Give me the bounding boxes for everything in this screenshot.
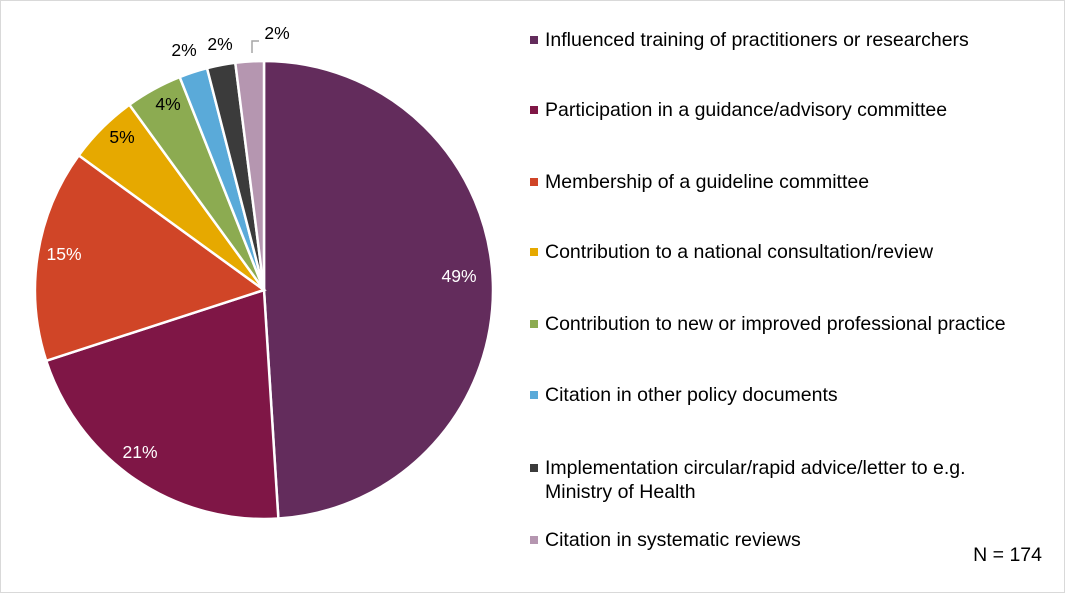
- pie-slice-8: [233, 59, 266, 291]
- legend-item-3: Membership of a guideline committee: [530, 170, 1025, 194]
- slice-label-2: 21%: [122, 442, 157, 462]
- legend-item-7: Implementation circular/rapid advice/let…: [530, 456, 1015, 504]
- legend-item-4: Contribution to a national consultation/…: [530, 240, 1025, 264]
- pie-slice-2: [44, 288, 280, 521]
- legend-item-5: Contribution to new or improved professi…: [530, 312, 1025, 336]
- pie-slice-1: [262, 59, 495, 520]
- legend-swatch: [530, 248, 538, 256]
- leader-line: [251, 40, 259, 53]
- slice-label-7: 2%: [207, 34, 232, 54]
- legend-swatch: [530, 320, 538, 328]
- legend-label: Citation in other policy documents: [545, 384, 838, 406]
- slice-label-6: 2%: [171, 40, 196, 60]
- legend-swatch: [530, 36, 538, 44]
- legend-swatch: [530, 464, 538, 472]
- legend-label: Membership of a guideline committee: [545, 171, 870, 193]
- legend-label: Implementation circular/rapid advice/let…: [545, 457, 966, 503]
- legend-label: Citation in systematic reviews: [545, 529, 801, 551]
- legend-label: Influenced training of practitioners or …: [545, 29, 969, 51]
- slice-label-4: 5%: [109, 127, 134, 147]
- legend-swatch: [530, 178, 538, 186]
- slice-label-1: 49%: [441, 266, 476, 286]
- legend-swatch: [530, 106, 538, 114]
- legend: Influenced training of practitioners or …: [530, 1, 1050, 561]
- sample-size-note: N = 174: [973, 544, 1042, 566]
- legend-label: Participation in a guidance/advisory com…: [545, 99, 948, 121]
- legend-item-2: Participation in a guidance/advisory com…: [530, 98, 1025, 122]
- legend-item-8: Citation in systematic reviews: [530, 528, 1025, 552]
- legend-item-1: Influenced training of practitioners or …: [530, 28, 1025, 52]
- slice-label-3: 15%: [46, 244, 81, 264]
- legend-item-6: Citation in other policy documents: [530, 383, 1025, 407]
- legend-swatch: [530, 391, 538, 399]
- legend-label: Contribution to a national consultation/…: [545, 241, 934, 263]
- legend-label: Contribution to new or improved professi…: [545, 313, 1006, 335]
- slice-label-5: 4%: [155, 94, 180, 114]
- slice-label-8: 2%: [264, 23, 289, 43]
- legend-swatch: [530, 536, 538, 544]
- pie-slice-3: [33, 153, 267, 363]
